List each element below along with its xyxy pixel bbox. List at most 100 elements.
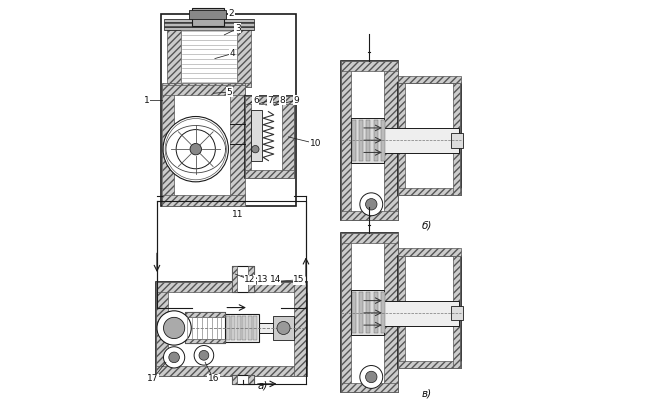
Bar bbox=[380, 120, 385, 161]
Text: а): а) bbox=[258, 381, 268, 391]
Text: б): б) bbox=[421, 220, 432, 230]
Bar bbox=[231, 266, 237, 292]
Bar bbox=[361, 128, 459, 153]
Bar bbox=[189, 10, 225, 19]
Bar bbox=[380, 293, 385, 333]
Text: 2: 2 bbox=[229, 9, 234, 18]
Circle shape bbox=[164, 317, 185, 339]
Text: 4: 4 bbox=[229, 49, 235, 58]
Circle shape bbox=[277, 321, 290, 335]
Bar bbox=[398, 76, 461, 83]
Text: 3: 3 bbox=[235, 24, 241, 33]
Bar bbox=[231, 375, 237, 384]
Bar bbox=[237, 316, 241, 340]
Bar bbox=[161, 14, 296, 205]
Bar bbox=[398, 256, 405, 368]
Bar bbox=[384, 60, 398, 220]
Bar bbox=[351, 118, 384, 163]
Bar bbox=[384, 233, 398, 393]
Bar bbox=[157, 201, 306, 307]
Bar bbox=[398, 83, 405, 195]
Text: 15: 15 bbox=[293, 275, 305, 284]
Bar bbox=[245, 96, 294, 104]
Bar bbox=[245, 170, 294, 178]
Circle shape bbox=[176, 129, 215, 169]
Bar bbox=[340, 383, 398, 393]
Bar bbox=[351, 291, 384, 335]
Text: 5: 5 bbox=[227, 88, 233, 97]
Bar bbox=[225, 316, 229, 340]
Text: 6: 6 bbox=[253, 96, 259, 105]
Bar bbox=[366, 293, 370, 333]
Text: 16: 16 bbox=[207, 374, 219, 383]
Text: 9: 9 bbox=[294, 96, 299, 105]
Bar bbox=[245, 96, 294, 178]
Bar bbox=[352, 120, 356, 161]
Bar bbox=[231, 375, 254, 384]
Bar bbox=[361, 300, 459, 326]
Bar bbox=[366, 120, 370, 161]
Bar bbox=[273, 316, 294, 340]
Text: 7: 7 bbox=[267, 96, 273, 105]
Bar bbox=[162, 195, 245, 206]
Bar bbox=[231, 316, 235, 340]
Bar bbox=[229, 83, 245, 206]
Bar bbox=[156, 365, 307, 376]
Bar bbox=[453, 83, 460, 195]
Bar bbox=[451, 133, 463, 148]
Circle shape bbox=[194, 346, 213, 365]
Bar bbox=[162, 83, 174, 206]
Circle shape bbox=[157, 311, 192, 345]
Bar bbox=[374, 120, 378, 161]
Bar bbox=[185, 312, 225, 344]
Bar bbox=[352, 293, 356, 333]
Bar bbox=[453, 256, 460, 368]
Circle shape bbox=[199, 351, 209, 360]
Text: 17: 17 bbox=[147, 374, 159, 383]
Bar bbox=[340, 233, 351, 393]
Bar bbox=[249, 266, 254, 292]
Circle shape bbox=[169, 352, 180, 363]
Bar bbox=[340, 60, 398, 220]
Circle shape bbox=[360, 193, 383, 216]
Bar bbox=[185, 339, 225, 344]
Bar bbox=[182, 30, 237, 83]
Bar bbox=[340, 233, 398, 243]
Text: 1: 1 bbox=[144, 96, 150, 105]
Circle shape bbox=[190, 143, 201, 155]
Bar bbox=[374, 293, 378, 333]
Bar bbox=[340, 60, 351, 220]
Bar bbox=[294, 282, 307, 376]
Bar bbox=[247, 316, 251, 340]
Bar bbox=[242, 316, 246, 340]
Bar bbox=[398, 83, 461, 195]
Bar bbox=[340, 211, 398, 220]
Text: в): в) bbox=[422, 388, 432, 398]
Bar bbox=[237, 28, 251, 87]
Bar bbox=[245, 96, 251, 178]
Bar bbox=[156, 282, 307, 376]
Text: 14: 14 bbox=[270, 275, 281, 284]
Circle shape bbox=[360, 365, 383, 388]
Bar bbox=[156, 282, 307, 292]
Bar bbox=[249, 375, 254, 384]
Bar bbox=[253, 316, 257, 340]
Bar bbox=[168, 323, 294, 333]
Bar bbox=[359, 120, 363, 161]
Text: 11: 11 bbox=[232, 210, 243, 219]
Bar bbox=[164, 18, 254, 30]
Bar bbox=[156, 282, 168, 376]
Bar bbox=[451, 306, 463, 320]
Bar bbox=[167, 28, 182, 87]
Text: 8: 8 bbox=[280, 96, 285, 105]
Bar bbox=[340, 60, 398, 71]
Bar bbox=[251, 111, 262, 162]
Bar bbox=[398, 256, 461, 368]
Circle shape bbox=[366, 199, 377, 210]
Bar bbox=[185, 312, 225, 317]
Bar bbox=[398, 188, 461, 195]
Bar bbox=[398, 248, 461, 256]
Text: 10: 10 bbox=[310, 139, 321, 148]
Bar bbox=[340, 233, 398, 393]
Text: 13: 13 bbox=[257, 275, 269, 284]
